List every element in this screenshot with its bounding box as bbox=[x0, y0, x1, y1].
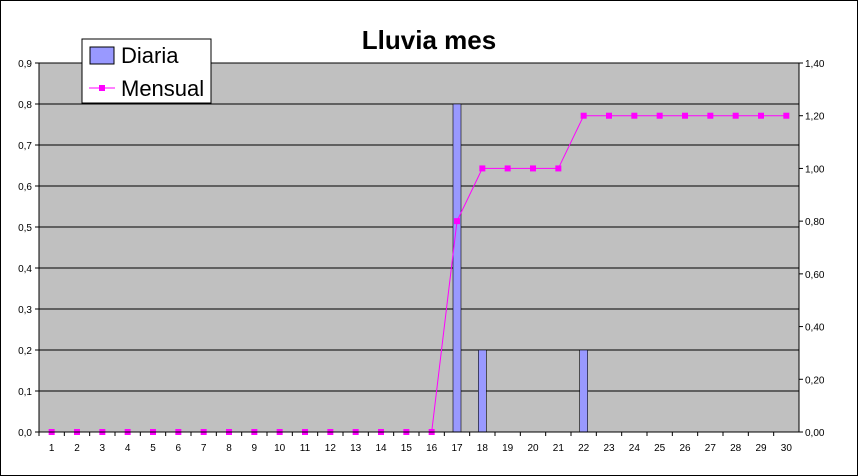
x-tick-label: 30 bbox=[781, 443, 793, 454]
x-tick-label: 4 bbox=[125, 443, 131, 454]
bar-diaria bbox=[452, 103, 462, 433]
bar-diaria bbox=[579, 349, 588, 433]
legend-swatch-diaria bbox=[89, 46, 115, 65]
x-tick-label: 18 bbox=[477, 443, 489, 454]
y-left-tick-label: 0,5 bbox=[18, 223, 32, 234]
point-mensual bbox=[656, 112, 663, 119]
x-tick-label: 21 bbox=[553, 443, 565, 454]
point-mensual bbox=[606, 112, 612, 119]
legend: Diaria Mensual bbox=[81, 38, 212, 104]
x-tick-label: 8 bbox=[226, 443, 232, 454]
x-tick-label: 24 bbox=[629, 443, 641, 454]
x-tick-label: 9 bbox=[252, 443, 258, 454]
y-right-tick-label: 1,40 bbox=[805, 59, 825, 70]
point-mensual bbox=[707, 112, 714, 119]
x-tick-label: 6 bbox=[176, 443, 182, 454]
x-tick-label: 14 bbox=[375, 443, 387, 454]
y-left-tick-label: 0,9 bbox=[18, 59, 32, 70]
y-right-tick-label: 0,40 bbox=[805, 323, 825, 334]
y-left-tick-label: 0,8 bbox=[18, 100, 32, 111]
legend-marker-mensual bbox=[99, 85, 105, 91]
x-tick-label: 10 bbox=[274, 443, 286, 454]
x-tick-label: 3 bbox=[100, 443, 106, 454]
x-tick-label: 7 bbox=[201, 443, 207, 454]
x-tick-label: 12 bbox=[325, 443, 337, 454]
x-tick-label: 1 bbox=[49, 443, 55, 454]
y-left-tick-label: 0,1 bbox=[18, 387, 32, 398]
x-tick-label: 17 bbox=[451, 443, 463, 454]
point-mensual bbox=[631, 112, 638, 119]
plot-area bbox=[38, 62, 800, 433]
x-tick-label: 2 bbox=[74, 443, 80, 454]
y-right-tick-label: 1,00 bbox=[805, 164, 825, 175]
point-mensual bbox=[758, 112, 764, 119]
y-right-tick-label: 0,00 bbox=[805, 428, 825, 439]
point-mensual bbox=[580, 112, 587, 119]
y-right-tick-label: 1,20 bbox=[805, 112, 825, 123]
x-tick-label: 16 bbox=[426, 443, 438, 454]
chart-title: Lluvia mes bbox=[362, 25, 496, 55]
x-tick-label: 22 bbox=[578, 443, 590, 454]
point-mensual bbox=[783, 112, 790, 119]
y-right-tick-label: 0,20 bbox=[805, 375, 825, 386]
x-tick-label: 19 bbox=[502, 443, 514, 454]
y-left-tick-label: 0,3 bbox=[18, 305, 32, 316]
x-tick-label: 28 bbox=[730, 443, 742, 454]
legend-label-diaria: Diaria bbox=[121, 43, 179, 68]
x-tick-label: 15 bbox=[401, 443, 413, 454]
x-tick-label: 11 bbox=[300, 443, 311, 454]
point-mensual bbox=[530, 165, 536, 172]
axes: 0,0 0,1 0,2 0,3 0,4 0,5 0,6 0,7 0,8 0,9 0,00 0,20 0,… bbox=[18, 59, 825, 454]
point-mensual bbox=[479, 165, 486, 172]
x-tick-label: 5 bbox=[150, 443, 156, 454]
x-tick-label: 13 bbox=[350, 443, 362, 454]
x-tick-label: 25 bbox=[654, 443, 666, 454]
point-mensual bbox=[454, 218, 460, 225]
legend-label-mensual: Mensual bbox=[121, 76, 204, 101]
x-tick-label: 23 bbox=[603, 443, 615, 454]
point-mensual bbox=[555, 165, 562, 172]
x-tick-label: 29 bbox=[755, 443, 767, 454]
point-mensual bbox=[682, 112, 688, 119]
x-tick-label: 20 bbox=[527, 443, 539, 454]
y-left-tick-label: 0,7 bbox=[18, 141, 32, 152]
x-tick-label: 26 bbox=[679, 443, 691, 454]
y-left-tick-label: 0,0 bbox=[18, 428, 32, 439]
y-left-tick-label: 0,2 bbox=[18, 346, 32, 357]
bar-diaria bbox=[478, 349, 487, 433]
y-left-tick-label: 0,4 bbox=[18, 264, 32, 275]
y-left-tick-label: 0,6 bbox=[18, 182, 32, 193]
x-tick-label: 27 bbox=[705, 443, 717, 454]
point-mensual bbox=[732, 112, 739, 119]
point-mensual bbox=[504, 165, 511, 172]
y-right-tick-label: 0,60 bbox=[805, 270, 825, 281]
y-right-tick-label: 0,80 bbox=[805, 217, 825, 228]
